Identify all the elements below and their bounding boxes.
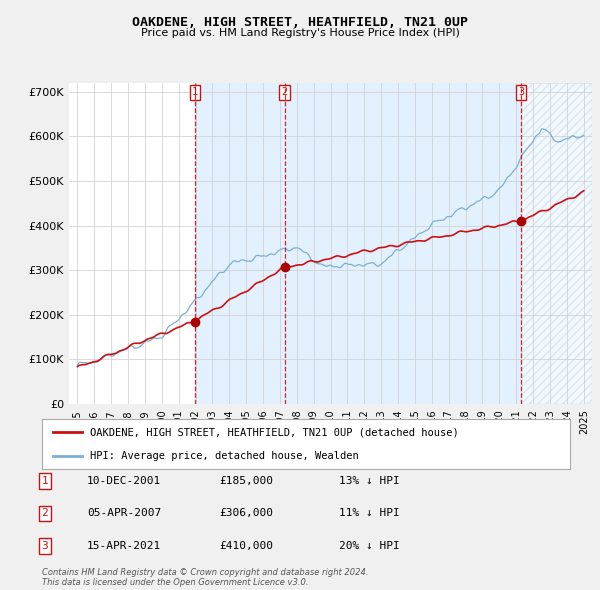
Text: 2: 2: [281, 87, 287, 97]
Text: OAKDENE, HIGH STREET, HEATHFIELD, TN21 0UP (detached house): OAKDENE, HIGH STREET, HEATHFIELD, TN21 0…: [89, 427, 458, 437]
Text: 05-APR-2007: 05-APR-2007: [87, 509, 161, 518]
Bar: [521, 83, 592, 404]
Text: 20% ↓ HPI: 20% ↓ HPI: [339, 541, 400, 550]
Text: 1: 1: [41, 476, 49, 486]
Text: 15-APR-2021: 15-APR-2021: [87, 541, 161, 550]
Text: £410,000: £410,000: [219, 541, 273, 550]
Text: OAKDENE, HIGH STREET, HEATHFIELD, TN21 0UP: OAKDENE, HIGH STREET, HEATHFIELD, TN21 0…: [132, 16, 468, 29]
Text: Contains HM Land Registry data © Crown copyright and database right 2024.: Contains HM Land Registry data © Crown c…: [42, 568, 368, 577]
Text: 3: 3: [518, 87, 524, 97]
Text: 11% ↓ HPI: 11% ↓ HPI: [339, 509, 400, 518]
Text: 3: 3: [41, 541, 49, 550]
Text: 1: 1: [191, 87, 198, 97]
Text: Price paid vs. HM Land Registry's House Price Index (HPI): Price paid vs. HM Land Registry's House …: [140, 28, 460, 38]
Text: £185,000: £185,000: [219, 476, 273, 486]
Text: 13% ↓ HPI: 13% ↓ HPI: [339, 476, 400, 486]
Text: 2: 2: [41, 509, 49, 518]
Bar: [195, 83, 284, 404]
Text: £306,000: £306,000: [219, 509, 273, 518]
Text: This data is licensed under the Open Government Licence v3.0.: This data is licensed under the Open Gov…: [42, 578, 308, 587]
Bar: [284, 83, 521, 404]
Text: HPI: Average price, detached house, Wealden: HPI: Average price, detached house, Weal…: [89, 451, 358, 461]
Text: 10-DEC-2001: 10-DEC-2001: [87, 476, 161, 486]
